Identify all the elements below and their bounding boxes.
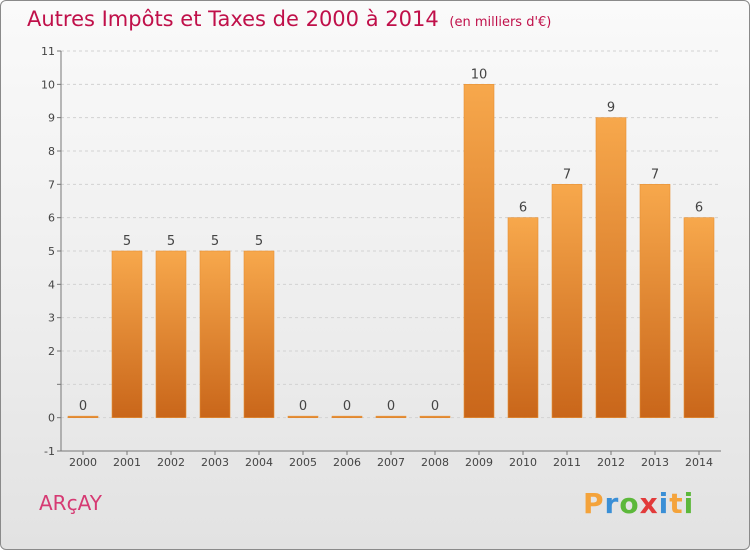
data-label-2007: 0 [387, 399, 395, 414]
x-tick-label-2013: 2013 [641, 456, 669, 469]
x-tick-label-2005: 2005 [289, 456, 317, 469]
commune-name: ARçAY [39, 491, 102, 515]
x-tick-label-2002: 2002 [157, 456, 185, 469]
y-tick-label: 10 [41, 78, 55, 91]
x-tick-label-2008: 2008 [421, 456, 449, 469]
x-tick-label-2014: 2014 [685, 456, 713, 469]
bar-2003 [199, 250, 231, 418]
bar-2014 [683, 217, 715, 418]
x-tick-label-2006: 2006 [333, 456, 361, 469]
data-label-2001: 5 [123, 234, 131, 249]
x-tick-label-2007: 2007 [377, 456, 405, 469]
y-tick-label: 4 [48, 278, 55, 291]
data-label-2000: 0 [79, 399, 87, 414]
data-label-2005: 0 [299, 399, 307, 414]
x-tick-label-2010: 2010 [509, 456, 537, 469]
x-tick-label-2009: 2009 [465, 456, 493, 469]
data-label-2008: 0 [431, 399, 439, 414]
chart-title-main: Autres Impôts et Taxes de 2000 à 2014 [27, 7, 439, 31]
data-label-2006: 0 [343, 399, 351, 414]
logo-letter: x [639, 487, 659, 520]
bar-2013 [639, 184, 671, 418]
y-tick-label: 5 [48, 245, 55, 258]
y-tick-label: 6 [48, 212, 55, 225]
logo-letter: t [669, 487, 684, 520]
y-tick-label: 8 [48, 145, 55, 158]
y-tick-label: 9 [48, 112, 55, 125]
y-tick-label: -1 [44, 445, 55, 458]
bar-2004 [243, 250, 275, 418]
x-tick-label-2004: 2004 [245, 456, 273, 469]
x-tick-label-2012: 2012 [597, 456, 625, 469]
bar-2001 [111, 250, 143, 418]
bar-2010 [507, 217, 539, 418]
bar-2007 [375, 415, 407, 418]
data-label-2013: 7 [651, 167, 659, 182]
bar-2011 [551, 184, 583, 418]
y-tick-label: 11 [41, 45, 55, 58]
y-tick-label: 2 [48, 345, 55, 358]
chart-title: Autres Impôts et Taxes de 2000 à 2014 (e… [27, 7, 551, 31]
data-label-2011: 7 [563, 167, 571, 182]
bar-2009 [463, 84, 495, 418]
data-label-2014: 6 [695, 201, 703, 216]
x-tick-label-2000: 2000 [69, 456, 97, 469]
data-label-2004: 5 [255, 234, 263, 249]
bar-2012 [595, 117, 627, 418]
proxiti-logo: Proxiti [583, 487, 694, 520]
x-tick-label-2011: 2011 [553, 456, 581, 469]
data-label-2003: 5 [211, 234, 219, 249]
x-tick-label-2003: 2003 [201, 456, 229, 469]
logo-letter: i [683, 487, 695, 520]
y-tick-label: 3 [48, 312, 55, 325]
bar-2002 [155, 250, 187, 418]
y-tick-label: 7 [48, 178, 55, 191]
data-label-2010: 6 [519, 201, 527, 216]
x-tick-label-2001: 2001 [113, 456, 141, 469]
data-label-2012: 9 [607, 101, 615, 116]
logo-letter: r [604, 487, 620, 520]
logo-letter: i [658, 487, 670, 520]
logo-letter: P [583, 487, 605, 520]
chart-subtitle: (en milliers d'€) [449, 15, 552, 30]
y-tick-label: 0 [48, 412, 55, 425]
data-label-2002: 5 [167, 234, 175, 249]
data-label-2009: 10 [471, 67, 488, 82]
bar-2008 [419, 415, 451, 418]
bar-2006 [331, 415, 363, 418]
bar-2000 [67, 415, 99, 418]
logo-letter: o [619, 487, 640, 520]
bar-2005 [287, 415, 319, 418]
